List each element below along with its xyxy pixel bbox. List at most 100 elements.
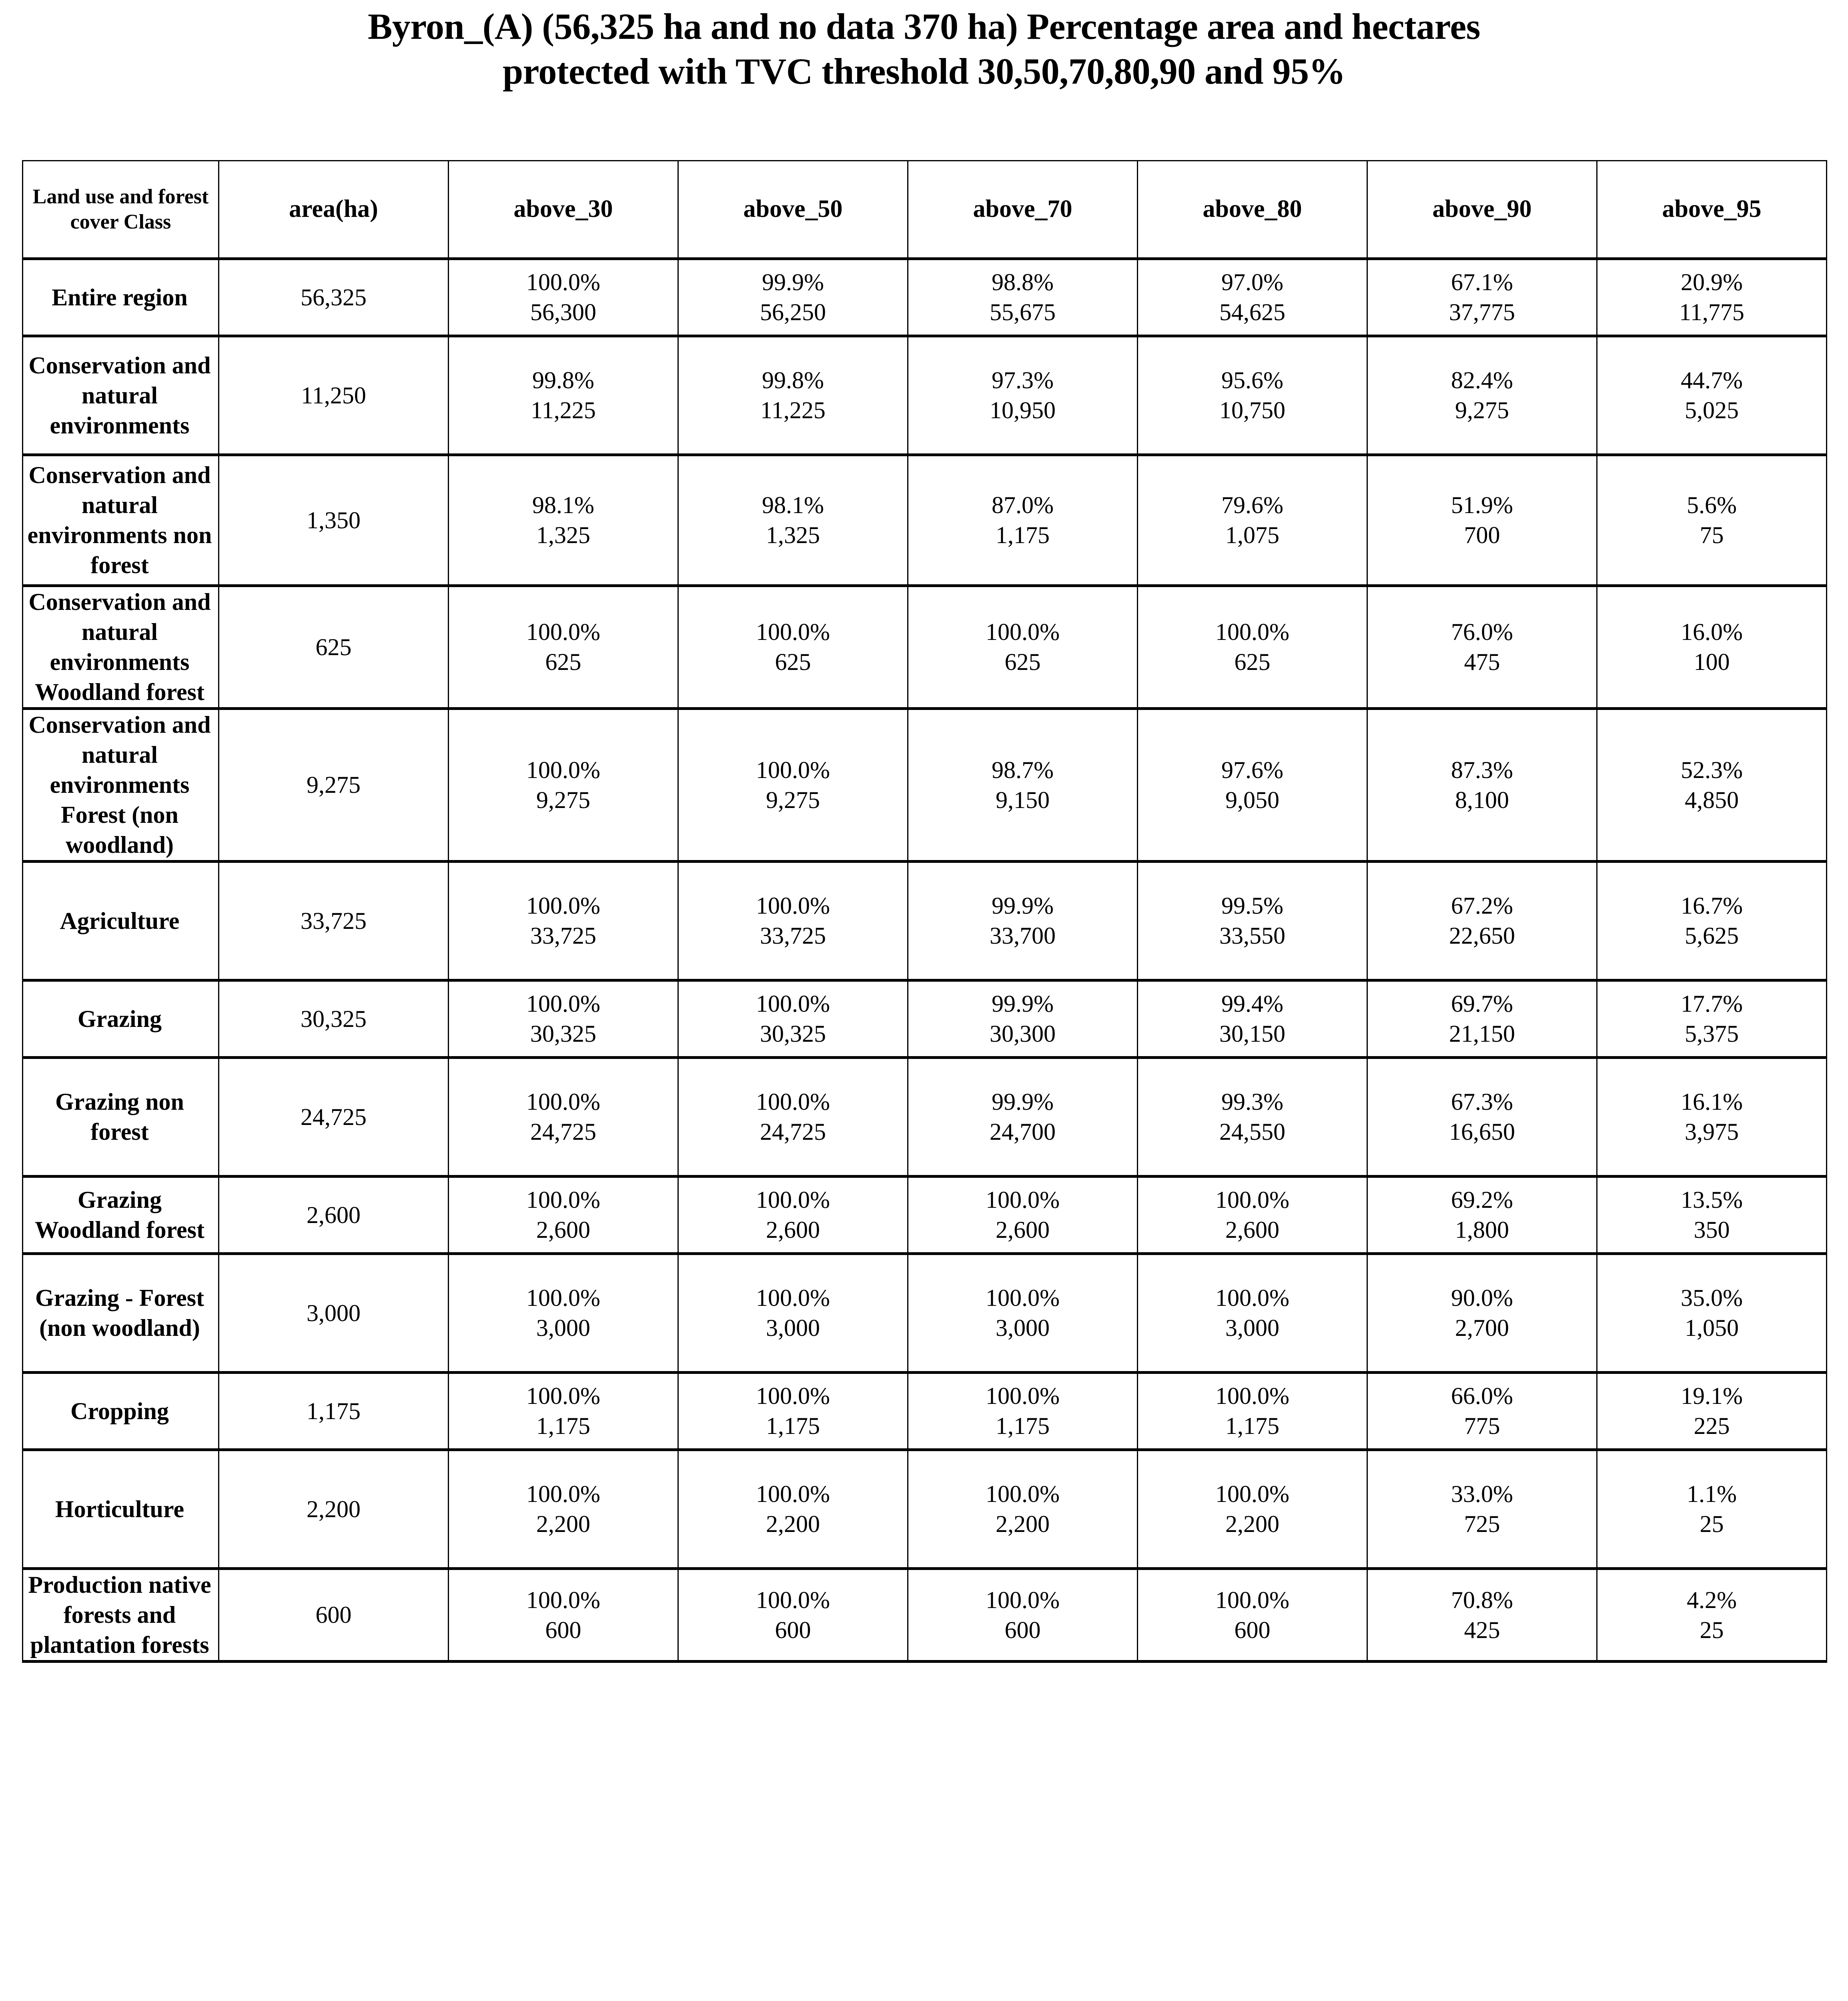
cell-percent: 51.9% <box>1451 492 1513 518</box>
cell-percent: 52.3% <box>1681 756 1743 783</box>
table-row: Agriculture 33,725 100.0% 33,725 100.0% 33,72… <box>22 860 1827 982</box>
cell-hectares: 625 <box>1234 649 1271 675</box>
cell-threshold-above_90: 70.8% 425 <box>1367 1567 1597 1663</box>
cell-percent: 100.0% <box>526 1481 600 1507</box>
cell-hectares: 5,375 <box>1685 1021 1739 1047</box>
cell-hectares: 2,700 <box>1455 1315 1509 1341</box>
cell-area-ha: 3,000 <box>218 1252 449 1374</box>
cell-percent: 100.0% <box>526 269 600 295</box>
row-label: Agriculture <box>22 860 219 982</box>
cell-area-ha: 9,275 <box>218 707 449 863</box>
cell-percent: 99.4% <box>1221 990 1283 1017</box>
cell-hectares: 2,600 <box>536 1217 590 1243</box>
cell-hectares: 2,200 <box>766 1511 820 1537</box>
cell-threshold-above_90: 67.1% 37,775 <box>1367 257 1597 337</box>
cell-area-ha: 2,200 <box>218 1448 449 1570</box>
row-label-text: Grazing Woodland forest <box>35 1187 204 1243</box>
column-header-area: area(ha) <box>218 160 449 260</box>
cell-threshold-above_50: 98.1% 1,325 <box>677 453 908 587</box>
cell-threshold-above_30: 100.0% 1,175 <box>448 1371 679 1451</box>
cell-hectares: 600 <box>1004 1616 1041 1643</box>
cell-hectares: 9,275 <box>766 786 820 813</box>
cell-percent: 100.0% <box>756 1187 830 1213</box>
cell-area-ha: 11,250 <box>218 335 449 456</box>
cell-threshold-above_30: 100.0% 33,725 <box>448 860 679 982</box>
cell-percent: 67.2% <box>1451 892 1513 919</box>
cell-percent: 100.0% <box>986 1285 1060 1311</box>
row-label: Production native forests and plantation… <box>22 1567 219 1663</box>
cell-threshold-above_80: 97.0% 54,625 <box>1137 257 1368 337</box>
column-header-above-30: above_30 <box>448 160 679 260</box>
row-label: Conservation and natural environments no… <box>22 453 219 587</box>
cell-area-ha: 625 <box>218 584 449 710</box>
row-label-text: Production native forests and plantation… <box>28 1572 211 1658</box>
cell-hectares: 1,175 <box>996 1413 1050 1439</box>
cell-threshold-above_70: 100.0% 1,175 <box>907 1371 1138 1451</box>
cell-percent: 100.0% <box>526 619 600 645</box>
cell-percent: 97.3% <box>992 367 1054 393</box>
cell-threshold-above_30: 100.0% 56,300 <box>448 257 679 337</box>
cell-threshold-above_70: 99.9% 33,700 <box>907 860 1138 982</box>
cell-percent: 100.0% <box>986 1187 1060 1213</box>
cell-percent: 100.0% <box>756 1285 830 1311</box>
cell-hectares: 600 <box>775 1616 811 1643</box>
cell-percent: 100.0% <box>756 1383 830 1409</box>
cell-threshold-above_80: 99.5% 33,550 <box>1137 860 1368 982</box>
cell-area-value: 2,200 <box>307 1496 361 1522</box>
cell-hectares: 775 <box>1464 1413 1500 1439</box>
cell-area-value: 11,250 <box>301 382 366 409</box>
cell-threshold-above_80: 100.0% 3,000 <box>1137 1252 1368 1374</box>
cell-area-ha: 600 <box>218 1567 449 1663</box>
cell-area-value: 600 <box>315 1602 352 1628</box>
cell-hectares: 1,075 <box>1225 522 1279 548</box>
row-label: Grazing - Forest (non woodland) <box>22 1252 219 1374</box>
row-label-text: Horticulture <box>55 1496 184 1522</box>
cell-percent: 100.0% <box>1215 1481 1289 1507</box>
cell-percent: 100.0% <box>986 1481 1060 1507</box>
cell-percent: 99.9% <box>992 1089 1054 1115</box>
cell-hectares: 2,200 <box>996 1511 1050 1537</box>
cell-percent: 87.0% <box>992 492 1054 518</box>
cell-percent: 100.0% <box>986 1586 1060 1613</box>
cell-hectares: 225 <box>1694 1413 1730 1439</box>
cell-percent: 67.3% <box>1451 1089 1513 1115</box>
cell-percent: 87.3% <box>1451 756 1513 783</box>
cell-threshold-above_30: 98.1% 1,325 <box>448 453 679 587</box>
cell-hectares: 475 <box>1464 649 1500 675</box>
cell-area-value: 2,600 <box>307 1201 361 1228</box>
table-row: Horticulture 2,200 100.0% 2,200 100.0% 2,200 1… <box>22 1448 1827 1570</box>
cell-area-value: 9,275 <box>307 772 361 798</box>
cell-area-ha: 1,175 <box>218 1371 449 1451</box>
cell-hectares: 11,225 <box>531 397 596 423</box>
row-label: Horticulture <box>22 1448 219 1570</box>
cell-percent: 95.6% <box>1221 367 1283 393</box>
cell-hectares: 2,200 <box>1225 1511 1279 1537</box>
cell-percent: 13.5% <box>1681 1187 1743 1213</box>
cell-threshold-above_95: 44.7% 5,025 <box>1596 335 1827 456</box>
cell-threshold-above_50: 100.0% 3,000 <box>677 1252 908 1374</box>
cell-percent: 90.0% <box>1451 1285 1513 1311</box>
cell-percent: 69.2% <box>1451 1187 1513 1213</box>
cell-percent: 70.8% <box>1451 1586 1513 1613</box>
cell-area-value: 3,000 <box>307 1299 361 1326</box>
table-row: Conservation and natural environments 11,… <box>22 335 1827 456</box>
cell-threshold-above_50: 100.0% 625 <box>677 584 908 710</box>
cell-hectares: 4,850 <box>1685 786 1739 813</box>
row-label: Conservation and natural environments Fo… <box>22 707 219 863</box>
cell-percent: 100.0% <box>1215 619 1289 645</box>
cell-hectares: 11,225 <box>760 397 826 423</box>
cell-percent: 98.8% <box>992 269 1054 295</box>
row-label-text: Conservation and natural environments Wo… <box>28 589 211 705</box>
table-row: Grazing non forest 24,725 100.0% 24,725 100.… <box>22 1056 1827 1178</box>
cell-hectares: 425 <box>1464 1616 1500 1643</box>
cell-percent: 100.0% <box>986 619 1060 645</box>
cell-threshold-above_70: 99.9% 30,300 <box>907 979 1138 1059</box>
cell-hectares: 16,650 <box>1449 1119 1515 1145</box>
cell-threshold-above_70: 98.8% 55,675 <box>907 257 1138 337</box>
cell-threshold-above_50: 100.0% 600 <box>677 1567 908 1663</box>
cell-threshold-above_50: 99.9% 56,250 <box>677 257 908 337</box>
cell-hectares: 24,550 <box>1219 1119 1285 1145</box>
cell-area-ha: 24,725 <box>218 1056 449 1178</box>
table-row: Conservation and natural environments no… <box>22 453 1827 587</box>
cell-hectares: 25 <box>1700 1616 1724 1643</box>
